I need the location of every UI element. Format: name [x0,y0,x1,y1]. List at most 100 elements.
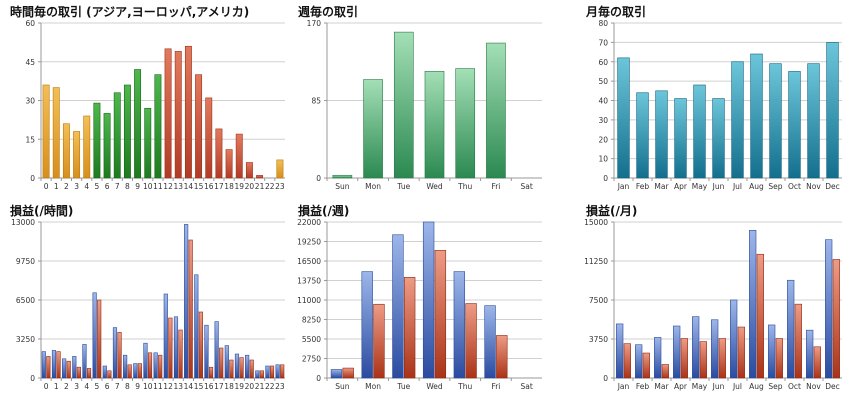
bar-series-2 [699,341,707,379]
bar-series-1 [234,353,240,379]
y-tick-label: 0 [316,374,321,383]
bar-series-2 [756,253,764,379]
y-tick-label: 0 [316,174,321,183]
bar-series-2 [198,311,203,379]
x-tick-label: 14 [184,382,194,391]
bar-series-1 [768,324,776,379]
bar-series-2 [107,370,112,379]
bar [164,48,172,179]
bar-series-1 [102,365,107,379]
bar [113,92,121,179]
bar [225,149,233,179]
bar [674,98,687,179]
y-tick-label: 30 [598,116,608,125]
x-tick-label: 3 [74,182,79,191]
bar-series-1 [214,321,219,379]
x-tick-label: 13 [173,182,183,191]
x-tick-label: Tue [396,182,410,191]
y-tick-label: 0 [30,174,35,183]
bar-series-1 [184,224,189,379]
x-tick-label: Dec [825,382,840,391]
x-tick-label: 10 [143,382,153,391]
bar [256,175,264,179]
x-tick-label: 15 [194,182,204,191]
bar [73,131,81,179]
bar-series-1 [153,352,158,379]
bar-series-2 [76,366,81,379]
x-tick-label: Nov [806,382,821,391]
bar-series-1 [41,351,46,379]
x-tick-label: Mon [365,182,381,191]
bar [215,128,223,179]
bar-series-2 [66,360,71,379]
x-tick-label: Dec [825,182,840,191]
x-tick-label: Jul [732,382,742,391]
x-tick-label: 2 [64,182,69,191]
bar-series-1 [453,271,466,379]
chart-panel-3: 月毎の取引 0 10 20 30 40 50 60 70 80 Jan Feb Mar Apr May Jun… [585,4,842,191]
y-tick-label: 3250 [16,335,35,344]
bar [235,133,243,179]
bar-series-2 [342,367,354,379]
bar [184,45,192,179]
bar-series-1 [422,221,435,379]
bar-series-1 [194,274,199,379]
bar [62,123,70,179]
x-tick-label: 20 [245,382,255,391]
x-tick-label: 10 [143,182,153,191]
chart-title: 月毎の取引 [585,4,646,19]
x-tick-label: Jan [617,382,630,391]
x-tick-label: 20 [245,182,255,191]
bar [245,162,253,179]
bar [83,115,91,179]
bar [332,174,353,179]
bar-series-1 [265,365,270,379]
x-tick-label: 16 [204,182,214,191]
bar-series-2 [434,250,447,379]
x-tick-label: 21 [255,182,265,191]
bar [712,98,725,179]
bar-series-2 [239,357,244,379]
y-tick-label: 16500 [297,257,321,266]
x-tick-label: Fri [491,182,500,191]
x-tick-label: 3 [74,382,79,391]
x-tick-label: 5 [95,382,100,391]
y-tick-label: 6500 [16,296,35,305]
bar-series-1 [224,345,229,379]
x-tick-label: 12 [163,182,173,191]
bar [276,159,284,179]
bar-series-2 [117,332,122,379]
y-tick-label: 85 [311,97,321,106]
x-tick-label: 19 [234,182,244,191]
x-tick-label: 22 [265,382,275,391]
y-tick-label: 11250 [584,257,608,266]
bar-series-2 [46,356,51,379]
y-tick-label: 15 [25,135,35,144]
x-tick-label: Oct [788,182,801,191]
bar-series-2 [718,338,726,379]
bar [617,57,630,179]
bar-series-1 [275,364,280,379]
bar [731,61,744,179]
x-tick-label: Wed [426,382,443,391]
bar [42,84,50,179]
y-tick-label: 13750 [297,277,321,286]
chart-title: 時間毎の取引 (アジア,ヨーロッパ,アメリカ) [10,4,249,19]
bar-series-2 [737,326,745,379]
x-tick-label: Sat [520,182,532,191]
y-tick-label: 5500 [302,335,321,344]
bar [455,68,476,179]
bar-series-1 [51,350,57,379]
bar-series-1 [92,292,97,379]
bar [144,107,152,179]
bar-series-2 [680,338,688,379]
x-tick-label: 8 [125,182,130,191]
bar-series-2 [97,299,102,379]
bar-series-2 [832,259,840,379]
x-tick-label: 17 [214,182,224,191]
bar-series-2 [496,335,508,379]
y-tick-label: 20 [598,135,608,144]
bar-series-1 [163,293,168,379]
